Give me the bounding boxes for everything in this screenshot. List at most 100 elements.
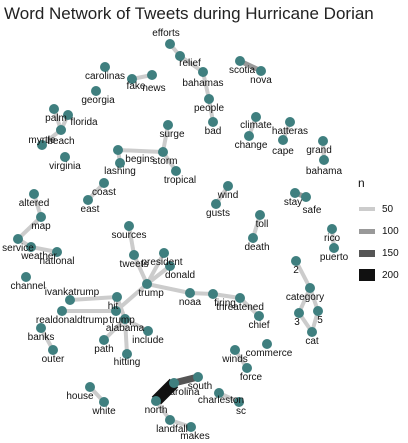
node-label-force: force: [240, 372, 263, 383]
node-trump: [142, 279, 152, 289]
node-label-bahamas: bahamas: [182, 78, 223, 89]
node-weather: [26, 242, 36, 252]
node-scotia: [235, 56, 245, 66]
legend-label: 50: [382, 203, 394, 215]
node-palm: [49, 104, 59, 114]
node-label-climate: climate: [240, 120, 272, 131]
node-landfall: [165, 415, 175, 425]
node-label-weather: weather: [20, 251, 57, 262]
node-label-winds: winds: [221, 354, 248, 365]
node-label-channel: channel: [10, 281, 45, 292]
node-florida: [63, 110, 73, 120]
node-service: [13, 234, 23, 244]
node-firing: [208, 289, 218, 299]
node-label-hitting: hitting: [114, 357, 141, 368]
node-label-house: house: [66, 391, 94, 402]
node-label-category: category: [286, 292, 324, 303]
legend-label: 150: [382, 247, 399, 259]
node-chief: [254, 311, 264, 321]
node-south: [193, 372, 203, 382]
node-realdonaldtrump: [57, 306, 67, 316]
node-relief: [175, 51, 185, 61]
node-label-surge: surge: [159, 129, 184, 140]
edge-hitting-alabama: [123, 318, 129, 355]
node-label-tropical: tropical: [164, 175, 196, 186]
node-label-wind: wind: [217, 190, 239, 201]
legend-label: 200: [382, 269, 399, 281]
node-label-makes: makes: [180, 431, 209, 442]
node-label-firing: firing: [214, 298, 236, 309]
node-begins: [113, 145, 123, 155]
node-n2: [291, 256, 301, 266]
node-safe: [301, 192, 311, 202]
node-label-georgia: georgia: [81, 95, 115, 106]
node-label-sources: sources: [111, 230, 146, 241]
node-label-cape: cape: [272, 146, 294, 157]
node-tweets: [129, 250, 139, 260]
edge-layer: [16, 42, 336, 429]
node-stay: [290, 188, 300, 198]
node-efforts: [165, 39, 175, 49]
legend-label: 100: [382, 225, 399, 237]
node-climate: [251, 112, 261, 122]
node-label-people: people: [194, 103, 224, 114]
legend-title: n: [358, 176, 365, 190]
node-donald: [165, 261, 175, 271]
node-label-palm: palm: [45, 113, 67, 124]
node-label-puerto: puerto: [320, 252, 349, 263]
edge-n2-category: [294, 260, 312, 289]
edge-president-trump: [145, 252, 166, 285]
node-label-bad: bad: [205, 126, 222, 137]
legend-key: [356, 198, 378, 220]
node-label-donald: donald: [165, 270, 195, 281]
node-cat: [307, 327, 317, 337]
legend-key: [356, 242, 378, 264]
node-label-carolina: carolina: [164, 387, 199, 398]
node-label-lashing: lashing: [104, 166, 136, 177]
node-force: [242, 363, 252, 373]
node-label-safe: safe: [303, 205, 322, 216]
node-change: [244, 131, 254, 141]
node-tropical: [171, 166, 181, 176]
node-north: [151, 396, 161, 406]
node-label-scotia: scotia: [229, 65, 256, 76]
node-label-east: east: [81, 204, 100, 215]
node-death: [248, 233, 258, 243]
node-virginia: [60, 152, 70, 162]
node-sc: [234, 397, 244, 407]
node-lashing: [115, 158, 125, 168]
node-bahamas: [198, 67, 208, 77]
node-outer: [48, 345, 58, 355]
node-winds: [230, 345, 240, 355]
node-label-virginia: virginia: [49, 161, 81, 172]
node-banks: [36, 323, 46, 333]
node-label-ivankatrump: ivankatrump: [45, 287, 100, 298]
node-label-south: south: [188, 381, 212, 392]
node-hitting: [122, 349, 132, 359]
node-label-n3: 3: [294, 317, 300, 328]
node-alabama: [120, 314, 130, 324]
node-label-carolinas: carolinas: [85, 71, 125, 82]
node-georgia: [91, 86, 101, 96]
node-label-rico: rico: [324, 233, 341, 244]
node-label-sc: sc: [236, 406, 246, 417]
legend-key: [356, 264, 378, 286]
legend-entry-200: 200: [356, 264, 399, 286]
edge-begins-storm: [117, 148, 164, 154]
node-sources: [124, 221, 134, 231]
node-label-nova: nova: [250, 75, 272, 86]
node-label-relief: relief: [179, 58, 201, 69]
node-label-news: news: [142, 83, 165, 94]
node-cape: [278, 135, 288, 145]
node-label-myrtle: myrtle: [28, 135, 56, 146]
legend-key: [356, 220, 378, 242]
node-label-trump2: trump: [109, 315, 135, 326]
node-label-hit: hit: [108, 301, 119, 312]
node-carolina: [169, 378, 179, 388]
node-ivankatrump: [65, 295, 75, 305]
legend: n 50 100 150 200: [356, 176, 399, 286]
node-storm: [158, 147, 168, 157]
node-n5: [313, 306, 323, 316]
